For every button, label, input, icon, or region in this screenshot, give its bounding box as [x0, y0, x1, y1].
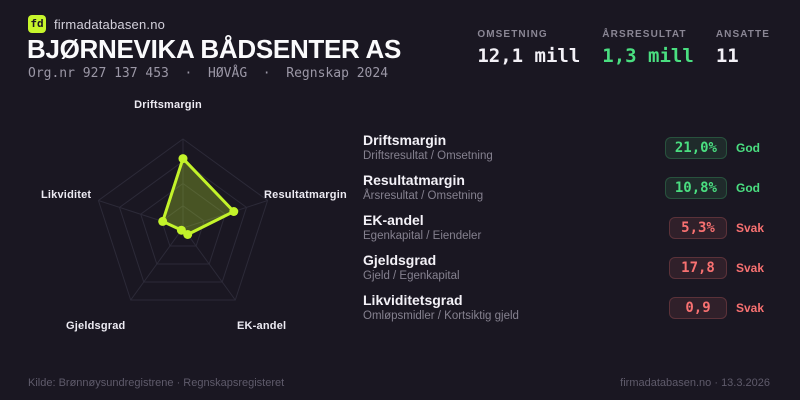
company-meta: Org.nr 927 137 453 · HØVÅG · Regnskap 20…: [28, 66, 389, 81]
metric-value-pill: 21,0%: [664, 136, 727, 159]
radar-axis-label-likviditet: Likviditet: [41, 189, 92, 201]
stat-label: OMSETNING: [477, 29, 548, 40]
metric-formula: Egenkapital / Eiendeler: [363, 230, 482, 242]
brand-site-link[interactable]: firmadatabasen.no: [54, 16, 166, 32]
status-badge: Svak: [736, 260, 765, 275]
radar-axis-label-driftsmargin: Driftsmargin: [134, 99, 202, 111]
metric-formula: Omløpsmidler / Kortsiktig gjeld: [363, 310, 519, 322]
metric-text: Gjeldsgrad Gjeld / Egenkapital: [363, 252, 669, 283]
metric-row-gjeldsgrad: Gjeldsgrad Gjeld / Egenkapital 17,8 Svak: [363, 252, 770, 283]
brand: fd firmadatabasen.no: [28, 15, 165, 33]
stat-value: 11: [715, 45, 739, 67]
company-title: BJØRNEVIKA BÅDSENTER AS: [27, 34, 401, 64]
metric-text: Likviditetsgrad Omløpsmidler / Kortsikti…: [363, 292, 669, 323]
metric-row-resultatmargin: Resultatmargin Årsresultat / Omsetning 1…: [363, 172, 770, 203]
radar-axis-label-ek-andel: EK-andel: [237, 320, 287, 332]
stat-ansatte: ANSATTE 11: [716, 29, 770, 67]
footer-source: Kilde: Brønnøysundregistrene · Regnskaps…: [28, 377, 285, 389]
status-badge: God: [736, 140, 760, 155]
stat-value: 12,1 mill: [477, 45, 581, 67]
metric-value-pill: 17,8: [669, 256, 727, 279]
metric-row-ek-andel: EK-andel Egenkapital / Eiendeler 5,3% Sv…: [363, 212, 770, 243]
radar-axis-label-resultatmargin: Resultatmargin: [264, 189, 347, 201]
status-badge: Svak: [736, 300, 765, 315]
metric-value-pill: 5,3%: [669, 216, 727, 239]
metric-value-pill: 0,9: [669, 296, 727, 319]
metric-value-pill: 10,8%: [664, 176, 727, 199]
stat-arsresultat: ÅRSRESULTAT 1,3 mill: [602, 29, 694, 67]
metric-title: EK-andel: [363, 212, 424, 228]
metric-title: Likviditetsgrad: [363, 292, 463, 308]
metric-title: Driftsmargin: [363, 132, 447, 148]
footer-credit: firmadatabasen.no · 13.3.2026: [620, 377, 770, 389]
metric-formula: Driftsresultat / Omsetning: [363, 150, 493, 162]
metric-formula: Gjeld / Egenkapital: [363, 270, 460, 282]
metric-row-driftsmargin: Driftsmargin Driftsresultat / Omsetning …: [363, 132, 770, 163]
status-badge: Svak: [736, 220, 765, 235]
stat-label: ÅRSRESULTAT: [602, 29, 687, 40]
metric-row-likviditetsgrad: Likviditetsgrad Omløpsmidler / Kortsikti…: [363, 292, 770, 323]
metric-title: Resultatmargin: [363, 172, 465, 188]
brand-logo-icon: fd: [28, 15, 46, 33]
status-badge: God: [736, 180, 760, 195]
metric-text: Driftsmargin Driftsresultat / Omsetning: [363, 132, 665, 163]
stat-omsetning: OMSETNING 12,1 mill: [477, 29, 580, 67]
key-stats: OMSETNING 12,1 mill ÅRSRESULTAT 1,3 mill…: [477, 29, 770, 67]
radar-axis-label-gjeldsgrad: Gjeldsgrad: [66, 320, 126, 332]
stat-value: 1,3 mill: [602, 45, 694, 67]
metric-text: EK-andel Egenkapital / Eiendeler: [363, 212, 669, 243]
stat-label: ANSATTE: [715, 29, 770, 40]
metric-formula: Årsresultat / Omsetning: [363, 190, 484, 202]
metric-title: Gjeldsgrad: [363, 252, 437, 268]
metric-text: Resultatmargin Årsresultat / Omsetning: [363, 172, 665, 203]
metrics-panel: Driftsmargin Driftsresultat / Omsetning …: [363, 132, 770, 332]
